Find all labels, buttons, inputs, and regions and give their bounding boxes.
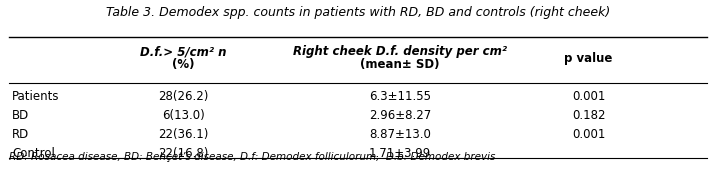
Text: 22(36.1): 22(36.1) — [158, 128, 208, 141]
Text: Control: Control — [12, 148, 55, 160]
Text: p value: p value — [564, 52, 613, 65]
Text: Right cheek D.f. density per cm²: Right cheek D.f. density per cm² — [293, 45, 507, 58]
Text: (mean± SD): (mean± SD) — [360, 58, 440, 71]
Text: 28(26.2): 28(26.2) — [158, 90, 208, 103]
Text: D.f.> 5/cm² n: D.f.> 5/cm² n — [140, 45, 226, 58]
Text: RD: RD — [12, 128, 29, 141]
Text: 6(13.0): 6(13.0) — [162, 109, 205, 122]
Text: Table 3. Demodex spp. counts in patients with RD, BD and controls (right cheek): Table 3. Demodex spp. counts in patients… — [106, 6, 610, 19]
Text: (%): (%) — [172, 58, 195, 71]
Text: Patients: Patients — [12, 90, 59, 103]
Text: RD: Rosacea disease, BD: Behçet’s disease, D.f: Demodex folliculorum,  D.b: Demo: RD: Rosacea disease, BD: Behçet’s diseas… — [9, 152, 495, 162]
Text: 2.96±8.27: 2.96±8.27 — [369, 109, 431, 122]
Text: 0.182: 0.182 — [572, 109, 606, 122]
Text: 22(16.8): 22(16.8) — [158, 148, 208, 160]
Text: BD: BD — [12, 109, 29, 122]
Text: 6.3±11.55: 6.3±11.55 — [369, 90, 431, 103]
Text: 8.87±13.0: 8.87±13.0 — [369, 128, 431, 141]
Text: 0.001: 0.001 — [572, 128, 605, 141]
Text: 0.001: 0.001 — [572, 90, 605, 103]
Text: 1.71±3.99: 1.71±3.99 — [369, 148, 431, 160]
